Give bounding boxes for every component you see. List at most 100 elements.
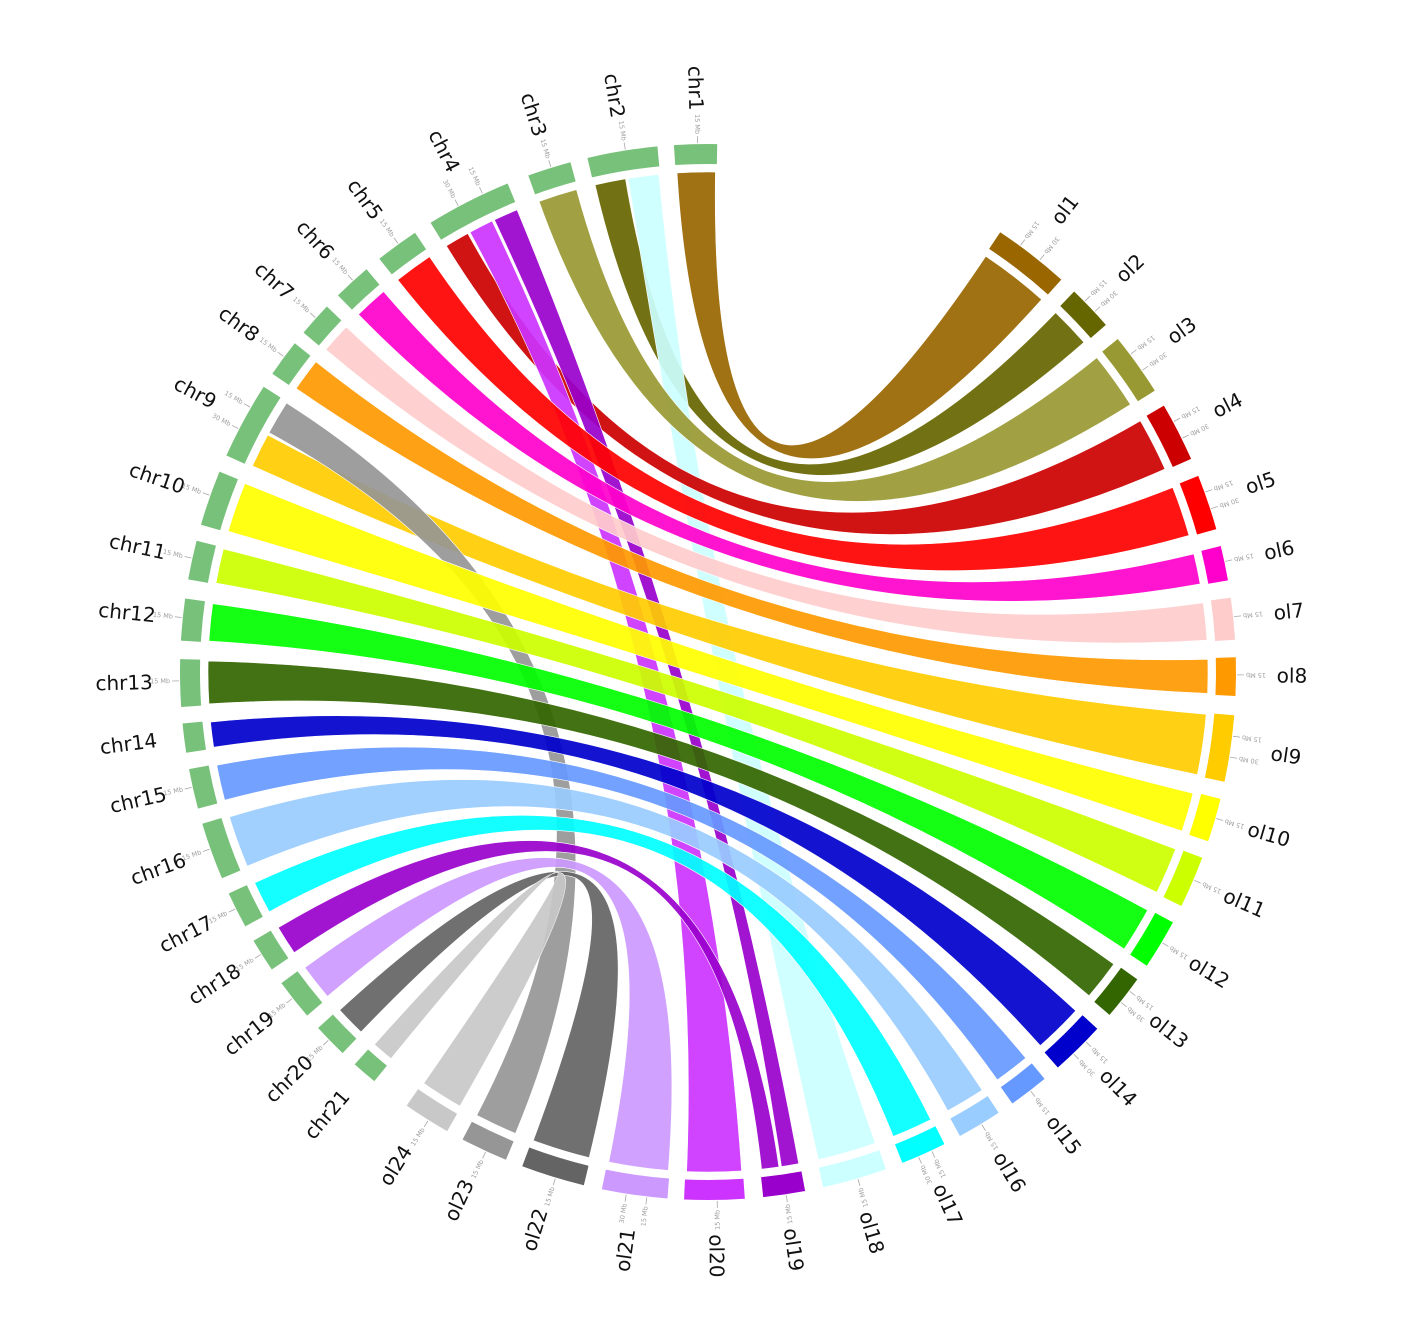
tick-mark-ol4 [1174, 418, 1180, 421]
label-ol21: ol21 [610, 1227, 640, 1273]
tick-mark-ol14 [1074, 1054, 1079, 1059]
block-ol8 [1215, 657, 1236, 696]
tick-mark-ol6 [1225, 560, 1232, 561]
block-ol7 [1211, 598, 1235, 641]
label-chr2: chr2 [599, 72, 630, 120]
tick-label-ol12: 15 Mb [1168, 944, 1189, 961]
tick-mark-chr9 [232, 425, 238, 428]
block-chr14 [183, 722, 206, 753]
tick-label-chr13: 15 Mb [150, 677, 170, 685]
label-chr4: chr4 [423, 126, 465, 177]
tick-mark-ol5 [1205, 490, 1212, 492]
tick-label-ol15: 15 Mb [1033, 1096, 1052, 1117]
tick-mark-chr17 [229, 909, 235, 912]
tick-mark-ol17 [932, 1151, 935, 1157]
block-chr2 [587, 146, 659, 177]
label-ol16: ol16 [988, 1147, 1031, 1196]
label-chr9: chr9 [170, 371, 221, 413]
label-ol12: ol12 [1184, 950, 1233, 993]
tick-mark-chr11 [185, 556, 192, 558]
label-ol7: ol7 [1272, 598, 1305, 625]
tick-label-ol13: 15 Mb [1134, 994, 1155, 1012]
tick-mark-ol24 [424, 1121, 428, 1127]
label-chr3: chr3 [516, 90, 552, 140]
tick-label-ol14: 15 Mb [1090, 1045, 1110, 1065]
tick-label-ol10: 15 Mb [1224, 817, 1246, 830]
tick-label-ol24: 15 Mb [409, 1126, 426, 1147]
tick-label-chr4: 30 Mb [441, 178, 458, 199]
block-chr3 [528, 162, 575, 194]
tick-mark-ol3 [1131, 350, 1137, 354]
tick-label-chr2: 15 Mb [617, 120, 628, 141]
tick-label-ol5: 30 Mb [1218, 496, 1240, 510]
label-ol13: ol13 [1144, 1008, 1193, 1054]
tick-mark-ol23 [483, 1152, 486, 1158]
label-chr13: chr13 [95, 670, 153, 695]
label-chr11: chr11 [107, 529, 168, 565]
tick-label-ol3: 15 Mb [1136, 333, 1157, 351]
block-ol10 [1189, 794, 1220, 841]
tick-mark-chr10 [203, 493, 210, 495]
tick-mark-chr18 [255, 955, 261, 959]
tick-mark-ol5 [1211, 506, 1218, 508]
tick-label-ol13: 30 Mb [1126, 1005, 1147, 1024]
block-chr15 [189, 765, 217, 808]
tick-label-ol14: 30 Mb [1077, 1058, 1097, 1078]
tick-mark-chr3 [549, 160, 551, 167]
tick-label-ol16: 15 Mb [983, 1130, 1000, 1151]
tick-mark-chr7 [310, 313, 315, 318]
tick-mark-ol9 [1230, 757, 1237, 758]
tick-label-ol6: 15 Mb [1233, 551, 1254, 563]
tick-label-chr7: 15 Mb [291, 295, 311, 314]
tick-mark-ol22 [553, 1178, 555, 1185]
tick-label-ol1: 15 Mb [1023, 219, 1041, 240]
label-chr17: chr17 [155, 910, 217, 957]
tick-label-chr1: 15 Mb [693, 114, 701, 134]
tick-mark-ol1 [1021, 240, 1025, 246]
block-chr17 [229, 885, 263, 926]
tick-label-ol20: 15 Mb [713, 1210, 721, 1230]
tick-mark-ol13 [1130, 991, 1136, 995]
label-ol14: ol14 [1095, 1064, 1142, 1112]
label-chr8: chr8 [214, 301, 264, 347]
tick-mark-ol15 [1031, 1091, 1035, 1097]
block-chr18 [254, 931, 289, 970]
label-ol6: ol6 [1262, 535, 1297, 565]
tick-mark-ol10 [1216, 819, 1223, 821]
tick-label-ol22: 15 Mb [543, 1186, 556, 1208]
label-ol15: ol15 [1041, 1111, 1086, 1160]
tick-mark-ol19 [786, 1195, 787, 1202]
tick-label-ol17: 30 Mb [919, 1164, 934, 1186]
tick-mark-ol17 [919, 1157, 922, 1163]
label-chr10: chr10 [126, 457, 188, 499]
tick-mark-chr19 [286, 999, 292, 1003]
block-chr21 [355, 1050, 387, 1082]
tick-label-ol4: 15 Mb [1180, 404, 1201, 421]
tick-mark-chr9 [244, 404, 250, 408]
tick-label-ol19: 15 Mb [784, 1203, 795, 1224]
label-ol10: ol10 [1245, 817, 1293, 852]
block-chr11 [188, 541, 216, 583]
tick-label-ol3: 30 Mb [1148, 350, 1169, 368]
block-ol9 [1205, 714, 1234, 782]
label-chr14: chr14 [98, 728, 158, 759]
label-ol17: ol17 [928, 1180, 968, 1229]
tick-mark-chr4 [455, 200, 458, 206]
label-ol3: ol3 [1162, 312, 1201, 349]
tick-mark-ol14 [1086, 1042, 1091, 1047]
tick-mark-ol18 [858, 1179, 860, 1186]
tick-mark-ol2 [1085, 296, 1090, 301]
label-ol20: ol20 [704, 1234, 729, 1278]
label-ol5: ol5 [1242, 467, 1279, 500]
tick-mark-chr12 [175, 617, 182, 618]
label-chr1: chr1 [683, 66, 708, 111]
tick-label-chr6: 15 Mb [330, 256, 349, 276]
tick-mark-chr20 [323, 1040, 328, 1045]
tick-mark-chr2 [624, 143, 625, 150]
label-chr15: chr15 [108, 782, 169, 818]
tick-mark-ol9 [1233, 736, 1240, 737]
tick-label-ol1: 30 Mb [1042, 235, 1061, 256]
block-chr1 [674, 144, 717, 165]
tick-mark-ol16 [982, 1125, 986, 1131]
